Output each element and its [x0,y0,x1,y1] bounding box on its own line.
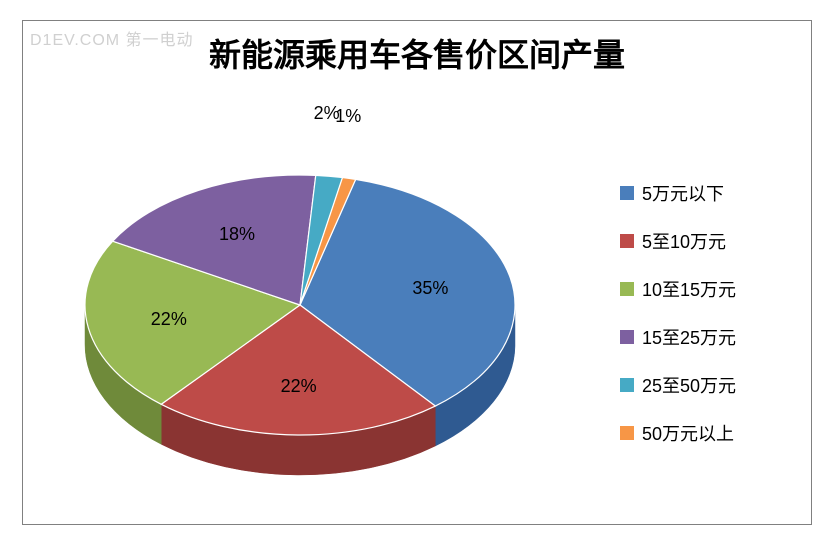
legend-swatch [620,426,634,440]
legend-item: 5万元以下 [620,180,800,206]
slice-pct-label: 22% [281,376,317,397]
legend-swatch [620,234,634,248]
legend: 5万元以下 5至10万元 10至15万元 15至25万元 25至50万元 50万元以上 [620,180,800,468]
legend-label: 15至25万元 [642,324,736,350]
legend-swatch [620,378,634,392]
legend-label: 5至10万元 [642,228,726,254]
pie-chart: 35%22%22%18%2%1% [70,110,530,510]
legend-label: 10至15万元 [642,276,736,302]
legend-swatch [620,330,634,344]
legend-label: 5万元以下 [642,180,724,206]
legend-swatch [620,282,634,296]
legend-item: 15至25万元 [620,324,800,350]
slice-pct-label: 35% [412,278,448,299]
slice-pct-label: 22% [151,309,187,330]
watermark-text: D1EV.COM 第一电动 [30,26,194,50]
legend-swatch [620,186,634,200]
legend-label: 25至50万元 [642,372,736,398]
legend-label: 50万元以上 [642,420,734,446]
slice-pct-label: 18% [219,224,255,245]
legend-item: 25至50万元 [620,372,800,398]
legend-item: 50万元以上 [620,420,800,446]
legend-item: 10至15万元 [620,276,800,302]
slice-pct-label: 1% [335,106,361,127]
legend-item: 5至10万元 [620,228,800,254]
